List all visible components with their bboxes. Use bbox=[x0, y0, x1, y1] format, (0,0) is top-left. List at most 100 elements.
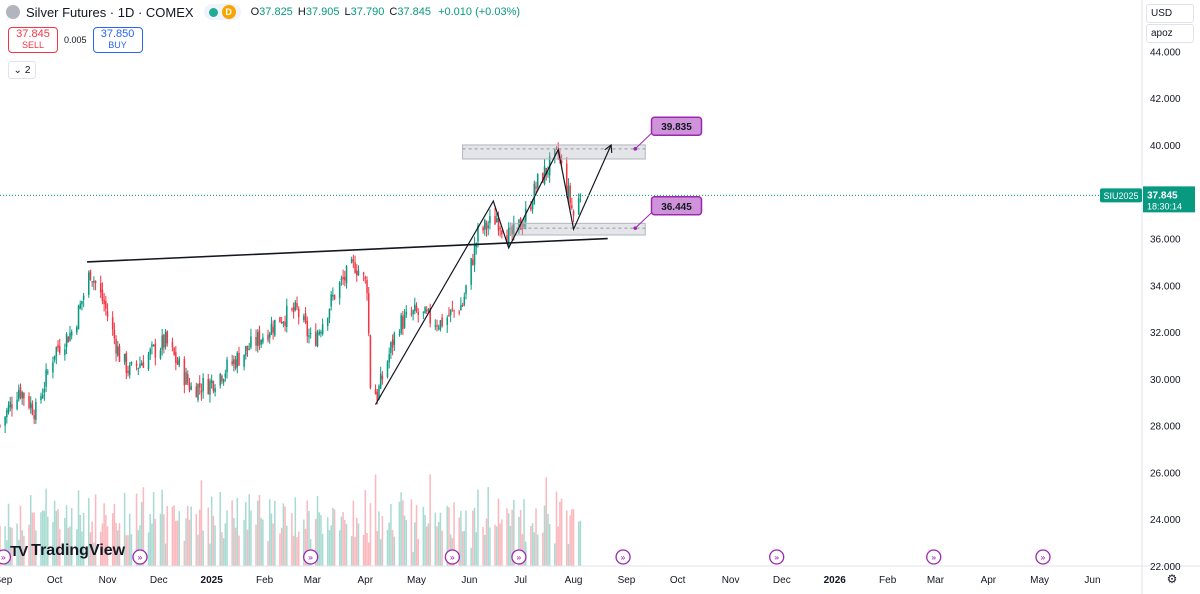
event-marker[interactable]: » bbox=[926, 549, 942, 565]
event-marker[interactable]: » bbox=[769, 549, 785, 565]
price-path-projection[interactable] bbox=[374, 144, 612, 405]
volume-bar bbox=[16, 523, 18, 566]
event-marker[interactable]: » bbox=[444, 549, 461, 565]
volume-bar bbox=[297, 531, 300, 566]
time-tick-label: Feb bbox=[879, 575, 897, 586]
candle-body bbox=[23, 392, 25, 399]
candle-body bbox=[458, 311, 460, 313]
candle-body bbox=[164, 331, 167, 347]
volume-bar bbox=[224, 523, 227, 566]
candle-body bbox=[470, 258, 472, 285]
candle-body bbox=[16, 399, 18, 409]
volume-bar bbox=[267, 541, 269, 566]
volume-bar bbox=[441, 530, 443, 566]
gear-icon[interactable]: ⚙ bbox=[1167, 572, 1178, 586]
volume-bar bbox=[55, 511, 58, 566]
volume-bar bbox=[531, 523, 534, 566]
volume-bar bbox=[530, 526, 532, 566]
volume-bar bbox=[255, 524, 257, 566]
symbol-title[interactable]: Silver Futures · 1D · COMEX bbox=[26, 4, 194, 20]
candle-body bbox=[465, 285, 467, 295]
unit-selector[interactable]: apoz bbox=[1146, 24, 1194, 43]
event-marker[interactable]: » bbox=[1035, 549, 1051, 565]
candle-body bbox=[487, 225, 489, 228]
event-marker[interactable]: » bbox=[615, 549, 631, 565]
candle-body bbox=[460, 305, 462, 311]
forward-arrow-icon: » bbox=[308, 554, 314, 564]
candle-body bbox=[173, 347, 175, 355]
volume-bar bbox=[185, 518, 187, 566]
candle-body bbox=[412, 310, 414, 315]
event-marker[interactable]: » bbox=[511, 549, 527, 565]
time-tick-label: Mar bbox=[927, 575, 945, 586]
candle-body bbox=[99, 282, 102, 293]
time-tick-label: Apr bbox=[981, 575, 997, 586]
volume-bar bbox=[543, 505, 546, 566]
lower-zone-box[interactable] bbox=[509, 222, 646, 236]
candle-body bbox=[262, 337, 264, 343]
volume-bar bbox=[29, 495, 32, 566]
symbol-logo-icon bbox=[6, 5, 20, 19]
drawings[interactable]: 39.835 36.445 bbox=[87, 116, 703, 405]
buy-button[interactable]: 37.850 BUY bbox=[92, 27, 143, 53]
candle-body bbox=[202, 377, 204, 392]
volume-bar bbox=[221, 532, 223, 566]
candle-body bbox=[115, 339, 117, 354]
volume-bar bbox=[484, 534, 486, 566]
volume-bar bbox=[268, 499, 271, 566]
candle-body bbox=[511, 226, 513, 236]
candle-body bbox=[291, 308, 293, 310]
candle-body bbox=[82, 295, 85, 300]
candle-body bbox=[449, 309, 452, 315]
candle-body bbox=[386, 361, 389, 377]
volume-bar bbox=[210, 496, 213, 566]
candle-body bbox=[485, 222, 488, 230]
volume-bar bbox=[291, 513, 293, 566]
candle-body bbox=[286, 305, 288, 328]
event-marker[interactable]: » bbox=[303, 549, 319, 565]
candle-body bbox=[330, 294, 332, 307]
candle-body bbox=[477, 226, 479, 242]
candle-body bbox=[369, 335, 372, 388]
event-markers[interactable]: » » » » » » » » » bbox=[0, 549, 1051, 565]
candle-body bbox=[513, 223, 515, 236]
volume-bar bbox=[506, 508, 508, 566]
volume-bar bbox=[0, 525, 1, 566]
candle-body bbox=[436, 325, 438, 327]
candle-body bbox=[197, 384, 199, 400]
volume-bar bbox=[473, 507, 476, 566]
volume-bar bbox=[559, 501, 561, 566]
volume-bar bbox=[76, 529, 78, 566]
sell-button[interactable]: 37.845 SELL bbox=[8, 27, 58, 53]
candle-body bbox=[565, 163, 568, 196]
indicators-toggle[interactable]: ⌄ 2 bbox=[8, 61, 36, 79]
candle-body bbox=[65, 334, 68, 348]
volume-bar bbox=[342, 512, 344, 566]
market-status[interactable]: D bbox=[203, 4, 241, 20]
candle-body bbox=[0, 425, 1, 427]
candle-body bbox=[185, 372, 187, 385]
callout-label-box[interactable] bbox=[650, 116, 703, 136]
candle-body bbox=[226, 359, 228, 373]
currency-selector[interactable]: USD bbox=[1146, 4, 1194, 23]
candle-body bbox=[350, 258, 353, 264]
candle-body bbox=[315, 331, 317, 346]
candle-body bbox=[47, 371, 49, 373]
volume-bar bbox=[369, 503, 372, 566]
event-marker[interactable]: » bbox=[132, 549, 148, 565]
candle-body bbox=[33, 415, 35, 419]
candle-body bbox=[81, 300, 83, 305]
price-tick-label: 40.000 bbox=[1150, 141, 1181, 152]
candle-body bbox=[19, 387, 22, 398]
candle-body bbox=[4, 416, 6, 426]
candle-body bbox=[461, 304, 464, 306]
candle-body bbox=[306, 321, 309, 337]
volume-bar bbox=[178, 511, 181, 566]
callout-label-box[interactable] bbox=[650, 196, 703, 216]
candle-body bbox=[400, 315, 402, 334]
event-marker[interactable]: » bbox=[0, 549, 12, 565]
candle-body bbox=[219, 373, 221, 386]
horizontal-trendline[interactable] bbox=[87, 237, 608, 263]
volume-bar bbox=[19, 505, 22, 566]
